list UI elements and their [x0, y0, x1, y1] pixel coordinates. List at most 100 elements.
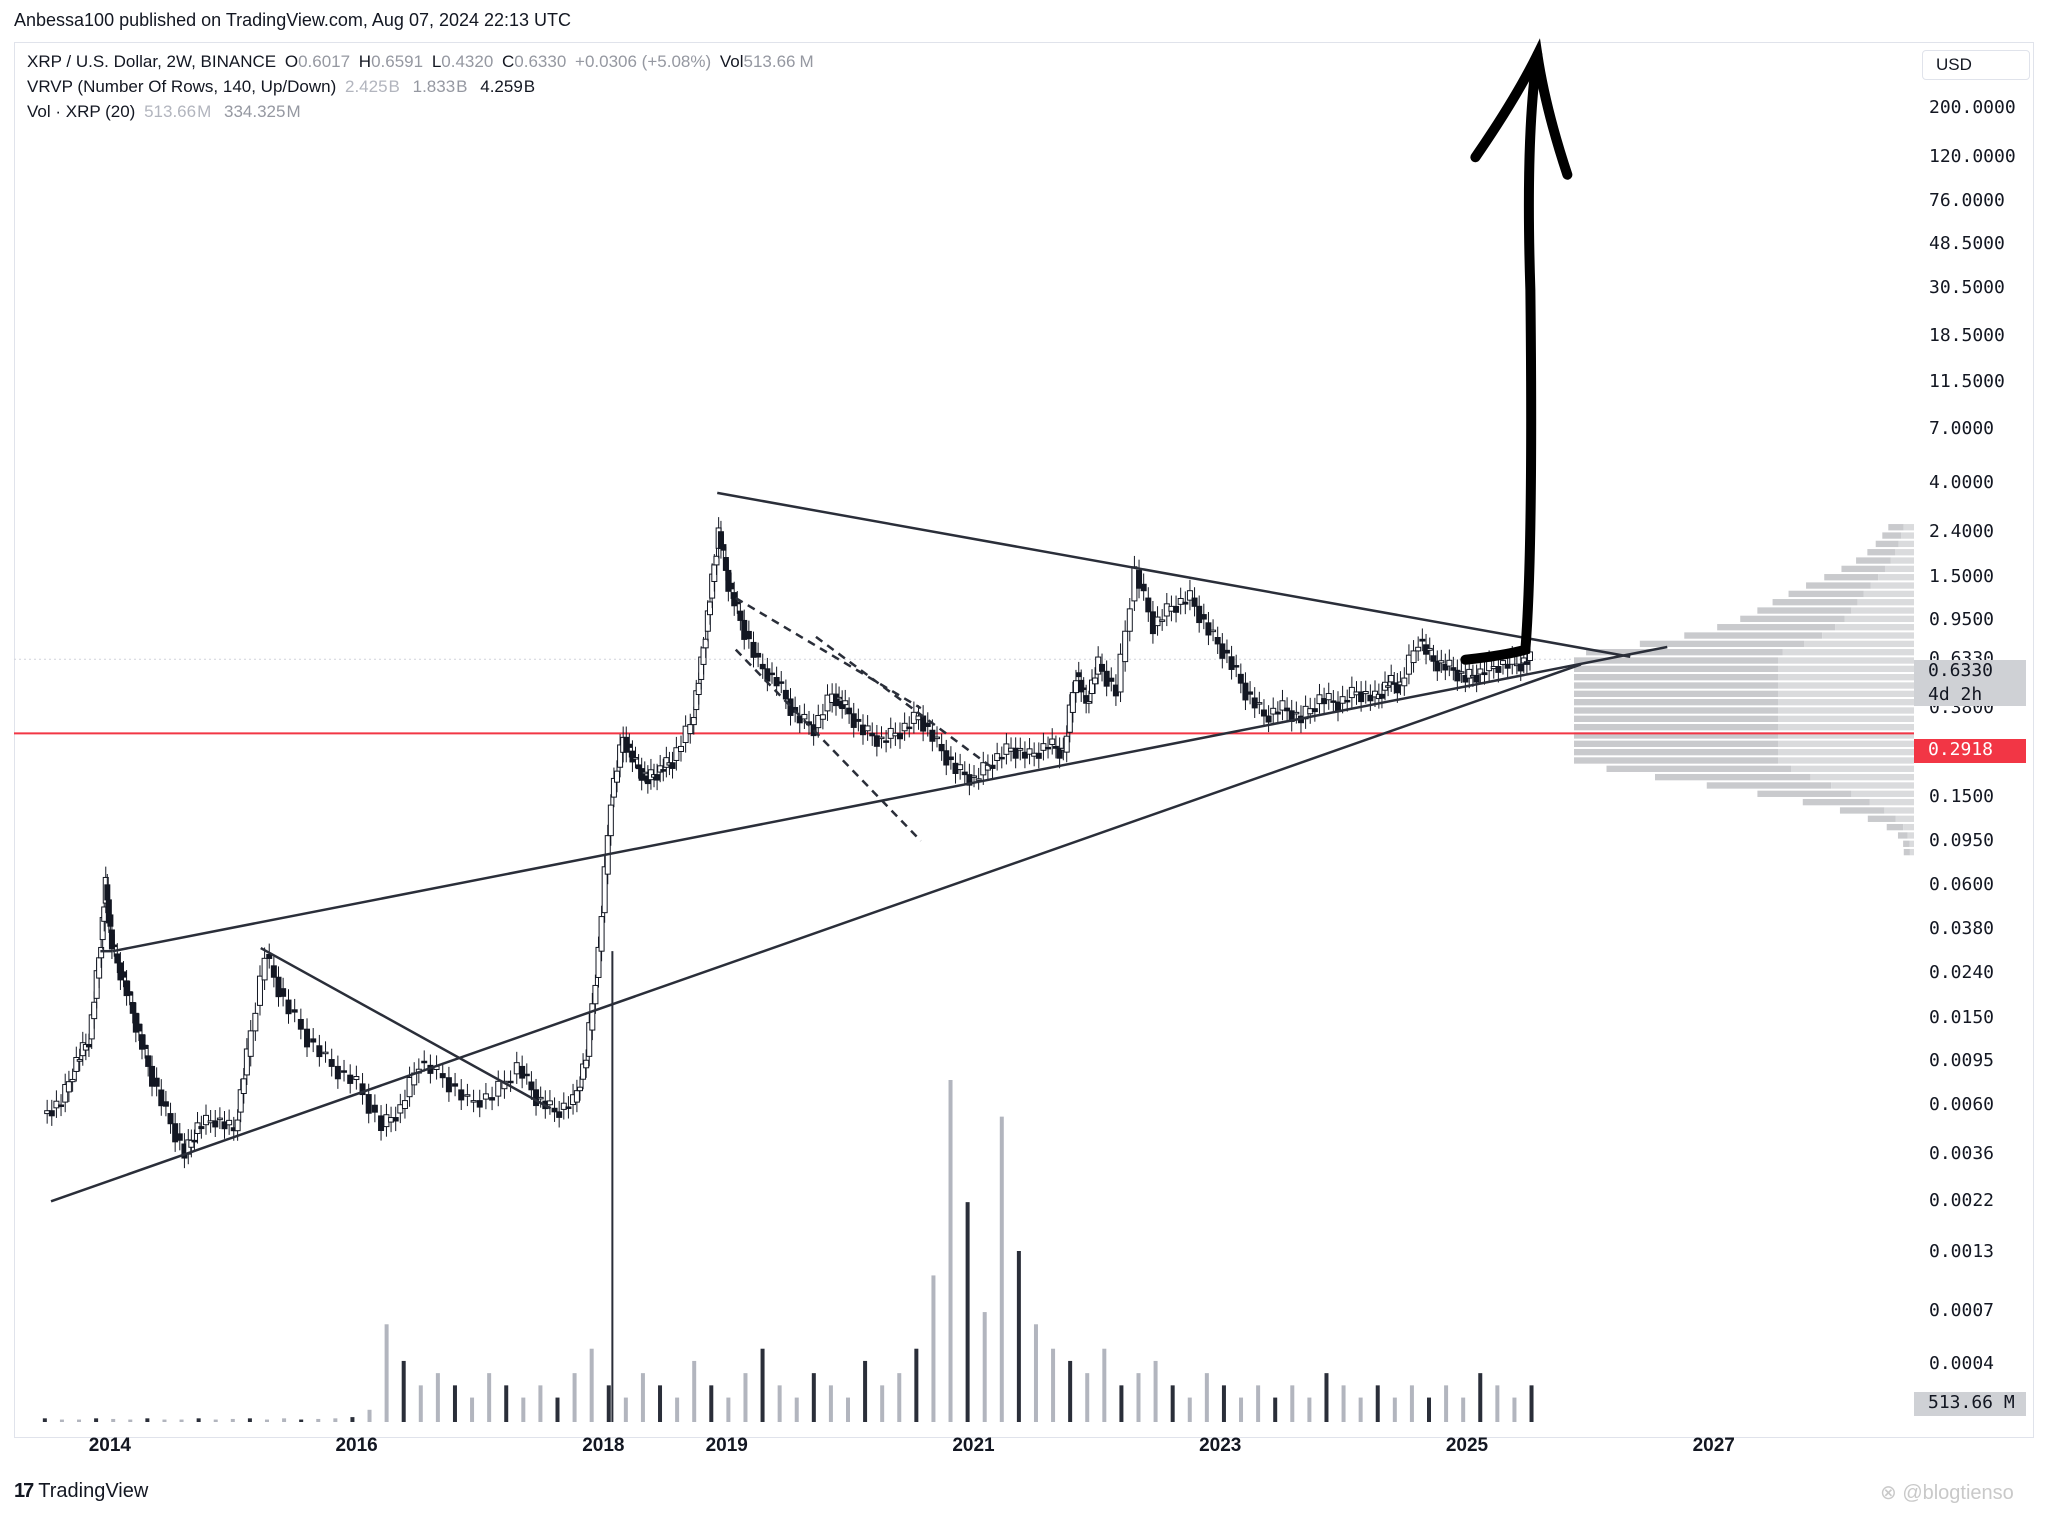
legend-volume-name: Vol · XRP (20): [27, 102, 136, 121]
vrvp-row-up: [1706, 782, 1832, 789]
candle-body: [291, 1009, 298, 1013]
vrvp-row-down: [1778, 657, 1914, 664]
volume-bar: [743, 1373, 748, 1422]
tradingview-logo[interactable]: 17 TradingView: [14, 1480, 148, 1503]
candle-body: [678, 745, 685, 752]
vrvp-row-up: [1839, 807, 1885, 814]
volume-bar: [1461, 1397, 1466, 1422]
candle-body: [280, 988, 287, 997]
legend-symbol-row[interactable]: XRP / U.S. Dollar, 2W, BINANCE O0.6017 H…: [27, 52, 818, 72]
candle-body: [629, 750, 636, 763]
candle-body: [1237, 673, 1244, 684]
volume-bar: [94, 1418, 99, 1422]
volume-bar: [521, 1397, 526, 1422]
volume-bar: [914, 1348, 919, 1422]
legend-volume-row[interactable]: Vol · XRP (20) 513.66M 334.325M: [27, 102, 309, 122]
price-tick-label: 0.0036: [1929, 1143, 1995, 1165]
chart-frame[interactable]: [14, 42, 2034, 1438]
volume-bar: [726, 1397, 731, 1422]
currency-button[interactable]: USD: [1922, 50, 2030, 80]
vrvp-row-down: [1791, 765, 1914, 772]
candle-body: [513, 1062, 520, 1075]
candle-body: [234, 1119, 241, 1132]
candle-body: [687, 724, 694, 735]
candle-body: [592, 984, 599, 1005]
candle-body: [158, 1089, 165, 1107]
vrvp-row-up: [1654, 773, 1811, 781]
price-tick-label: 0.9500: [1929, 609, 1995, 631]
volume-bar: [111, 1418, 116, 1422]
volume-bar: [179, 1419, 184, 1422]
candle-body: [1069, 692, 1076, 713]
candle-body: [135, 1023, 142, 1032]
candle-body: [801, 713, 808, 720]
candle-body: [638, 768, 645, 781]
vrvp-row-up: [1802, 798, 1870, 806]
candle-body: [1210, 629, 1217, 633]
volume-bar: [1102, 1348, 1107, 1422]
candle-body: [1089, 679, 1096, 695]
vrvp-row-up: [1903, 848, 1910, 856]
vrvp-row-down: [1851, 607, 1914, 614]
candle-body: [846, 707, 853, 715]
candle-body: [247, 1030, 254, 1057]
price-tick-label: 2.4000: [1929, 520, 1995, 542]
candle-body: [869, 732, 876, 737]
candle-body: [614, 770, 621, 783]
candle-body: [347, 1074, 354, 1084]
candle-body: [528, 1081, 535, 1091]
candle-body: [1466, 668, 1473, 679]
volume-bar: [640, 1373, 645, 1422]
vrvp-row-up: [1586, 649, 1783, 656]
candle-body: [632, 757, 639, 760]
candle-body: [560, 1102, 567, 1110]
candle-body: [304, 1028, 311, 1048]
vrvp-row-down: [1909, 840, 1914, 847]
candle-body: [1085, 701, 1092, 704]
candle-body: [1122, 630, 1129, 663]
candle-body: [690, 717, 697, 726]
legend-vrvp-up: 2.425B: [345, 77, 404, 96]
candle-body: [1223, 649, 1230, 654]
volume-bar: [452, 1385, 457, 1422]
candle-body: [401, 1100, 408, 1109]
vrvp-row-up: [1886, 823, 1904, 831]
legend-symbol: XRP / U.S. Dollar, 2W, BINANCE: [27, 52, 277, 71]
candle-body: [934, 736, 941, 740]
candle-body: [1136, 570, 1143, 589]
candle-body: [842, 700, 849, 706]
candle-body: [316, 1045, 323, 1058]
vrvp-row-down: [1901, 532, 1914, 539]
price-tick-label: 120.0000: [1929, 146, 2016, 168]
candle-body: [580, 1063, 587, 1080]
volume-bar: [623, 1397, 628, 1422]
candle-body: [1247, 691, 1254, 695]
legend-vrvp-row[interactable]: VRVP (Number Of Rows, 140, Up/Down) 2.42…: [27, 77, 543, 97]
vrvp-row-up: [1882, 532, 1902, 539]
candle-body: [341, 1070, 348, 1073]
legend-vol-label: Vol: [719, 52, 744, 71]
vrvp-row-down: [1863, 590, 1914, 598]
candle-body: [1117, 653, 1124, 693]
volume-bar: [1392, 1397, 1397, 1422]
volume-bar: [1204, 1373, 1209, 1422]
candle-body: [1438, 660, 1445, 664]
candle-body: [750, 641, 757, 658]
candle-body: [1035, 752, 1042, 759]
vrvp-row-up: [1740, 615, 1845, 623]
candle-body: [378, 1115, 385, 1132]
candle-body: [1473, 674, 1480, 683]
vrvp-row-down: [1903, 823, 1914, 831]
vrvp-row-up: [1867, 549, 1896, 556]
candle-body: [1099, 663, 1106, 672]
vrvp-row-down: [1909, 848, 1914, 856]
candle-body: [1200, 614, 1207, 620]
candle-body: [1075, 672, 1082, 678]
candle-body: [819, 714, 826, 720]
candle-body: [906, 726, 913, 730]
price-tick-label: 0.0060: [1929, 1094, 1995, 1116]
candle-body: [673, 747, 680, 761]
vrvp-row-up: [1574, 674, 1778, 681]
candle-body: [69, 1078, 76, 1083]
